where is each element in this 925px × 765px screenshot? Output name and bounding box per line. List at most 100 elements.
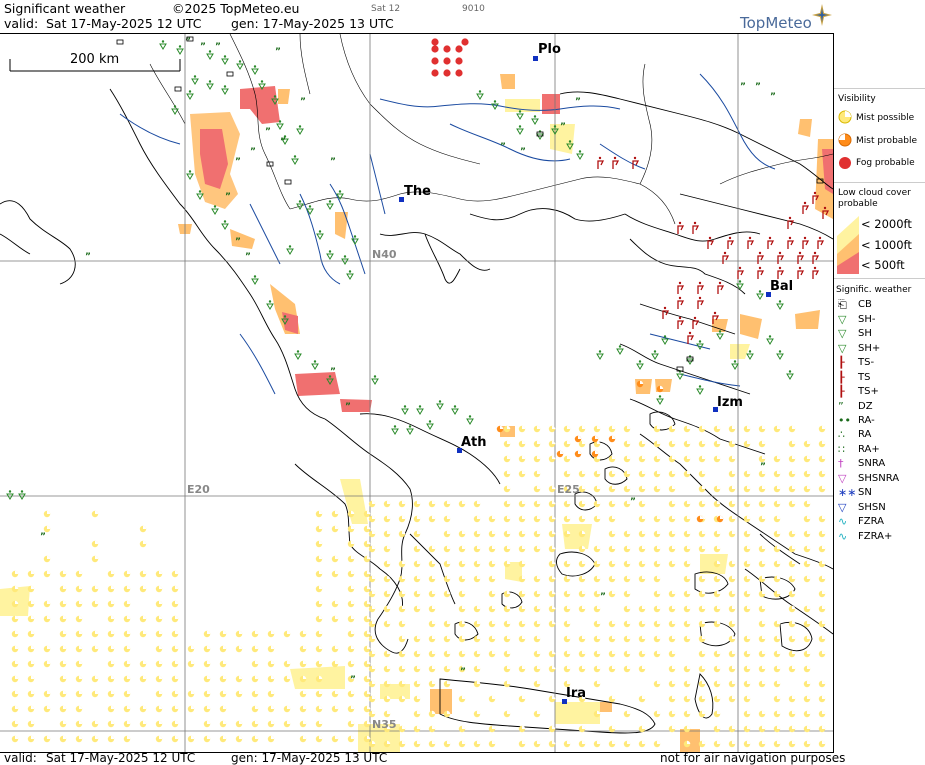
mist-symbol [668, 650, 676, 658]
mist-symbol [563, 590, 571, 598]
mist-symbol [123, 735, 131, 743]
mist-symbol [443, 545, 451, 553]
mist-symbol [503, 560, 511, 568]
thunderstorm-symbol [692, 316, 700, 329]
topmeteo-logo[interactable]: TopMeteo [738, 4, 832, 32]
mist-symbol [638, 440, 646, 448]
mist-symbol [368, 605, 376, 613]
map-canvas: ” ” ” ” ” ” ” ” ” ” ” ” ” ” ” ” ” ” ” ” ” ” ” ” ” ” ” ” ” [0, 34, 833, 752]
fog-symbol [443, 57, 451, 65]
thunderstorm-symbol [612, 156, 620, 169]
mist-symbol [458, 695, 466, 703]
cb-symbol [266, 161, 274, 167]
mist-symbol [563, 530, 571, 538]
mist-symbol [283, 630, 291, 638]
mist-symbol [473, 530, 481, 538]
legend-low-cloud-subtitle: probable [838, 199, 878, 209]
fog-symbol [431, 38, 439, 46]
mist-symbol [413, 500, 421, 508]
mist-symbol [315, 600, 323, 608]
mist-symbol [593, 455, 601, 463]
mist-symbol [368, 620, 376, 628]
mist-symbol [59, 735, 67, 743]
mist-symbol [347, 630, 355, 638]
shower-symbol [716, 330, 724, 340]
mist-symbol [818, 575, 826, 583]
mist-symbol [788, 590, 796, 598]
mist-symbol [251, 630, 259, 638]
mist-symbol [683, 680, 691, 688]
mist-symbol [155, 645, 163, 653]
mist-symbol [533, 680, 541, 688]
shower-symbol [291, 155, 299, 165]
shower-symbol [576, 150, 584, 160]
mist-symbol [11, 630, 19, 638]
mist-symbol [171, 675, 179, 683]
mist-symbol [533, 635, 541, 643]
mist-symbol [608, 575, 616, 583]
mist-symbol [608, 530, 616, 538]
mist-symbol [458, 590, 466, 598]
shower-symbol [566, 140, 574, 150]
mist-symbol [683, 725, 691, 733]
mist-symbol [27, 720, 35, 728]
compass-star-icon [812, 4, 832, 26]
mist-symbol [653, 560, 661, 568]
mist-symbol [548, 665, 556, 673]
mist-symbol [758, 740, 766, 748]
mist-symbol [315, 645, 323, 653]
legend-mist-possible: Mist possible [856, 113, 915, 123]
mist-symbol [315, 510, 323, 518]
mist-symbol [458, 620, 466, 628]
mist-symbol [235, 735, 243, 743]
legend-item-label: SH+ [858, 343, 881, 354]
mist-symbol [623, 455, 631, 463]
fog-symbol [455, 69, 463, 77]
mist-symbol [713, 725, 721, 733]
legend-lc-1000: < 1000ft [861, 238, 912, 252]
mist-symbol [563, 620, 571, 628]
mist-possible-icon [838, 110, 852, 124]
city-label-balikesir[interactable]: Bal [770, 279, 794, 294]
mist-symbol [696, 515, 704, 523]
thunderstorm-symbol [712, 311, 720, 324]
mist-symbol [608, 725, 616, 733]
mist-symbol [139, 585, 147, 593]
mist-symbol [458, 635, 466, 643]
mist-symbol [488, 635, 496, 643]
grid-label-n35: N35 [372, 718, 397, 731]
legend-item-label: TS+ [858, 386, 879, 397]
mist-symbol [743, 500, 751, 508]
mist-symbol [638, 665, 646, 673]
mist-symbol [578, 740, 586, 748]
city-label-plovdiv[interactable]: Plo [538, 42, 561, 57]
mist-symbol [368, 500, 376, 508]
mist-symbol [315, 555, 323, 563]
city-label-athens[interactable]: Ath [461, 435, 487, 450]
mist-symbol [803, 515, 811, 523]
mist-symbol [593, 650, 601, 658]
mist-symbol [123, 570, 131, 578]
shower-symbol [336, 190, 344, 200]
shower-symbol [426, 420, 434, 430]
mist-symbol [315, 630, 323, 638]
drizzle-symbol: ” [250, 147, 256, 157]
city-label-izmir[interactable]: Izm [717, 395, 743, 410]
mist-symbol [758, 545, 766, 553]
city-label-iraklion[interactable]: Ira [566, 686, 587, 701]
city-label-thessaloniki[interactable]: The [404, 184, 431, 199]
mist-symbol [413, 605, 421, 613]
shower-symbol [516, 110, 524, 120]
mist-symbol [668, 500, 676, 508]
mist-symbol [713, 530, 721, 538]
mist-symbol [728, 605, 736, 613]
mist-symbol [59, 630, 67, 638]
mist-symbol [331, 660, 339, 668]
mist-symbol [668, 515, 676, 523]
mist-symbol [788, 425, 796, 433]
mist-symbol [638, 485, 646, 493]
weather-map[interactable]: ” ” ” ” ” ” ” ” ” ” ” ” ” ” ” ” ” ” ” ” ” ” ” ” ” ” ” ” ” 200 km N40… [0, 33, 834, 753]
mist-symbol [713, 590, 721, 598]
mist-symbol [743, 695, 751, 703]
mist-symbol [299, 735, 307, 743]
